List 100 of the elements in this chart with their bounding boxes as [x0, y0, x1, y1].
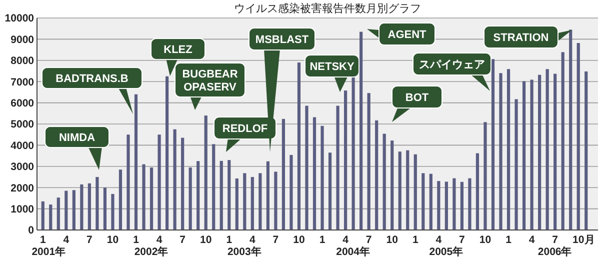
x-tick-label: 1 — [412, 234, 418, 246]
bar — [484, 122, 487, 230]
x-tick-label: 7 — [552, 234, 558, 246]
bar — [228, 160, 231, 230]
bar — [506, 69, 510, 230]
bar — [336, 106, 340, 230]
text: 2002年 — [134, 245, 169, 258]
annotation: NETSKY — [310, 60, 355, 73]
callout-label: AGENT — [367, 22, 436, 46]
text: 2001年 — [32, 245, 66, 258]
bar — [554, 74, 557, 230]
annotation: BUGBEAR OPASERV — [182, 68, 238, 94]
x-tick-label: 4 — [156, 234, 162, 246]
y-tick-label: 8000 — [10, 55, 34, 68]
x-tick-label: 7 — [272, 234, 279, 246]
bar — [243, 173, 246, 230]
bar — [538, 74, 542, 230]
x-tick-label: 1 — [133, 234, 140, 246]
bar — [96, 177, 99, 230]
y-tick-label: 6000 — [10, 97, 34, 110]
x-tick-label: 10 — [106, 234, 119, 246]
bar — [142, 164, 146, 230]
annotation: KLEZ — [164, 44, 193, 56]
bar — [546, 69, 549, 230]
bar — [80, 184, 84, 230]
bar — [88, 183, 91, 230]
bar — [460, 182, 464, 230]
bar — [414, 154, 417, 230]
bar — [398, 152, 402, 230]
annotation: スパイウェア — [419, 58, 485, 71]
text: 2004年 — [336, 245, 370, 258]
x-tick-label: 10 — [293, 234, 305, 246]
x-tick-label: 4 — [436, 234, 442, 246]
bar — [422, 173, 425, 230]
bar — [188, 167, 192, 230]
y-tick-label: 4000 — [10, 140, 34, 152]
bar — [444, 182, 448, 230]
callout-label: BADTRANS.B — [42, 67, 142, 114]
annotation: BADTRANS.B — [56, 72, 128, 85]
y-tick-label: 7000 — [10, 76, 34, 88]
y-tick-label: 0 — [28, 224, 34, 237]
callout-label: スパイウェア — [412, 52, 492, 91]
bar — [312, 117, 316, 230]
bar — [375, 120, 378, 230]
bar — [266, 161, 270, 230]
annotation: NIMDA — [58, 132, 96, 144]
bar — [212, 144, 216, 230]
bar — [584, 71, 588, 230]
x-tick-label: 1 — [226, 234, 232, 246]
bar — [390, 140, 394, 230]
bar — [367, 93, 370, 230]
callout-label: NIMDA — [44, 126, 110, 170]
callout-label: REDLOF — [214, 116, 276, 152]
x-tick-label: 4 — [528, 234, 535, 246]
annotation: REDLOF — [222, 122, 268, 135]
bar — [406, 150, 410, 230]
bar — [491, 59, 495, 230]
callout-label: BOT — [392, 86, 442, 122]
bar — [352, 77, 355, 230]
text: 2006年 — [538, 245, 572, 258]
x-tick-label: 1 — [506, 234, 512, 246]
x-tick-label: 10 — [479, 234, 492, 246]
bar — [72, 190, 76, 230]
callout-label: STRATION — [484, 26, 572, 48]
bar — [56, 198, 60, 230]
y-tick-label: 9000 — [10, 34, 34, 46]
bar — [290, 154, 293, 230]
x-tick-label: 7 — [366, 234, 372, 246]
callout-label: NETSKY — [304, 54, 360, 92]
bar — [64, 190, 68, 230]
bar — [103, 188, 107, 230]
y-tick-label: 3000 — [10, 161, 34, 174]
callout-label: BUGBEAR OPASERV — [174, 62, 246, 110]
x-tick-label: 7 — [86, 234, 93, 246]
bar — [250, 177, 254, 230]
bar — [173, 129, 176, 230]
bar — [476, 153, 480, 230]
bar — [569, 30, 572, 230]
bar — [134, 94, 138, 230]
bar — [522, 81, 526, 230]
x-tick-label: 4 — [249, 234, 256, 246]
bar — [530, 80, 534, 230]
text: 2005年 — [429, 245, 464, 258]
bar — [320, 126, 324, 230]
bar — [196, 161, 200, 230]
bar — [452, 178, 456, 230]
x-tick-label: 7 — [180, 234, 186, 246]
bar — [437, 181, 440, 230]
bar — [235, 178, 238, 230]
annotation: STRATION — [493, 32, 549, 44]
annotation: BOT — [405, 92, 429, 104]
bar — [274, 172, 278, 230]
text: 2003年 — [227, 245, 262, 258]
chart-title: ウイルス感染被害報告件数月別グラフ — [234, 2, 421, 15]
bar — [111, 194, 114, 230]
bar — [514, 99, 518, 230]
bar — [126, 134, 130, 230]
bar — [258, 173, 262, 230]
x-tick-label: 10 — [572, 234, 584, 246]
x-tick-label: 10 — [200, 234, 212, 246]
